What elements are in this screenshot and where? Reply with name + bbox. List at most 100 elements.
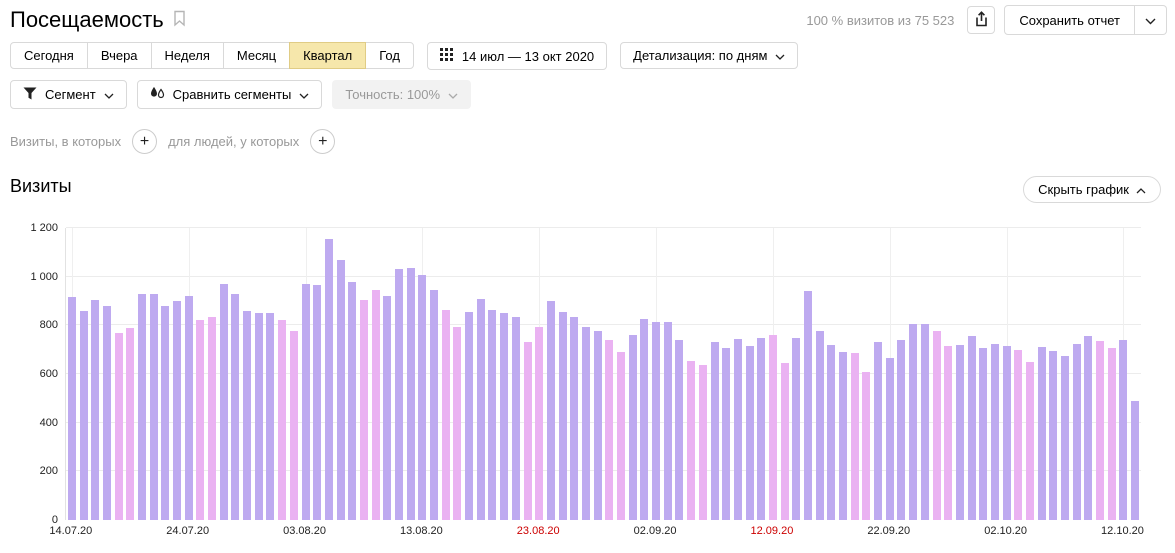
segment-dropdown[interactable]: Сегмент [10,80,127,109]
visits-bar[interactable] [1061,355,1070,520]
visits-bar[interactable] [348,281,357,520]
visits-bar[interactable] [652,321,661,520]
visits-bar[interactable] [839,352,848,520]
visits-bar[interactable] [114,332,123,520]
visits-bar[interactable] [208,316,217,520]
visits-bar[interactable] [79,310,88,520]
visits-bar[interactable] [137,293,146,520]
visits-bar[interactable] [944,346,953,520]
visits-bar[interactable] [1037,347,1046,520]
detail-dropdown[interactable]: Детализация: по дням [620,42,799,69]
visits-bar[interactable] [336,259,345,520]
visits-bar[interactable] [920,324,929,520]
visits-bar[interactable] [663,321,672,520]
visits-bar[interactable] [745,346,754,520]
visits-bar[interactable] [102,305,111,520]
bookmark-icon[interactable] [173,6,186,34]
visits-bar[interactable] [359,299,368,520]
visits-bar[interactable] [815,331,824,520]
visits-bar[interactable] [535,326,544,520]
visits-bar[interactable] [196,320,205,520]
visits-bar[interactable] [1049,350,1058,520]
accuracy-dropdown[interactable]: Точность: 100% [332,80,472,109]
compare-segments-dropdown[interactable]: Сравнить сегменты [136,80,323,109]
visits-bar[interactable] [161,305,170,520]
visits-bar[interactable] [266,313,275,520]
period-tab-year[interactable]: Год [365,42,414,69]
visits-bar[interactable] [488,309,497,520]
visits-bar[interactable] [1002,346,1011,520]
visits-bar[interactable] [581,326,590,520]
visits-bar[interactable] [324,238,333,520]
visits-bar[interactable] [278,320,287,520]
visits-bar[interactable] [1119,339,1128,520]
visits-bar[interactable] [698,365,707,520]
visits-bar[interactable] [441,309,450,520]
visits-bar[interactable] [91,299,100,520]
visits-bar[interactable] [967,336,976,520]
visits-bar[interactable] [67,297,76,520]
visits-bar[interactable] [955,344,964,520]
visits-bar[interactable] [675,339,684,520]
visits-bar[interactable] [126,327,135,520]
save-report-button[interactable]: Сохранить отчет [1004,5,1135,35]
visits-bar[interactable] [768,335,777,520]
period-tab-week[interactable]: Неделя [150,42,224,69]
visits-bar[interactable] [733,338,742,520]
add-visit-condition-button[interactable]: + [132,129,158,154]
visits-bar[interactable] [523,342,532,520]
visits-bar[interactable] [1025,361,1034,520]
period-tab-today[interactable]: Сегодня [10,42,88,69]
visits-bar[interactable] [219,283,228,520]
visits-bar[interactable] [885,358,894,520]
visits-bar[interactable] [173,301,181,520]
visits-bar[interactable] [722,348,731,520]
visits-bar[interactable] [1072,343,1081,520]
period-tab-yesterday[interactable]: Вчера [86,42,152,69]
save-report-dropdown-button[interactable] [1135,5,1167,35]
visits-bar[interactable] [231,293,240,520]
date-range-button[interactable]: 14 июл — 13 окт 2020 [426,42,608,70]
visits-bar[interactable] [289,331,298,520]
visits-bar[interactable] [990,343,999,520]
visits-bar[interactable] [780,363,789,520]
period-tab-month[interactable]: Месяц [222,42,291,69]
visits-bar[interactable] [932,331,941,520]
visits-bar[interactable] [710,342,719,520]
visits-bar[interactable] [570,316,579,520]
visits-bar[interactable] [254,313,263,520]
visits-bar[interactable] [628,335,637,520]
visits-bar[interactable] [418,275,427,520]
visits-bar[interactable] [1096,341,1105,520]
visits-bar[interactable] [511,316,520,520]
visits-bar[interactable] [1107,348,1116,520]
visits-bar[interactable] [395,269,404,520]
visits-bar[interactable] [827,344,836,520]
visits-bar[interactable] [301,283,310,520]
visits-bar[interactable] [1131,400,1140,520]
visits-bar[interactable] [313,285,322,520]
visits-bar[interactable] [430,290,439,520]
visits-bar[interactable] [184,296,193,520]
visits-bar[interactable] [687,360,696,520]
period-tab-quarter[interactable]: Квартал [289,42,367,69]
visits-bar[interactable] [874,342,883,520]
add-people-condition-button[interactable]: + [310,129,336,154]
visits-bar[interactable] [792,337,801,520]
visits-bar[interactable] [1014,349,1023,520]
visits-bar[interactable] [465,311,474,520]
visits-bar[interactable] [453,326,462,520]
visits-bar[interactable] [605,339,614,520]
visits-bar[interactable] [850,353,859,520]
visits-bar[interactable] [617,352,626,520]
visits-bar[interactable] [593,331,602,520]
visits-bar[interactable] [640,319,649,520]
hide-chart-button[interactable]: Скрыть график [1023,176,1161,203]
visits-bar[interactable] [546,301,555,520]
visits-bar[interactable] [897,339,906,520]
visits-bar[interactable] [757,337,766,520]
visits-bar[interactable] [862,371,871,520]
visits-bar[interactable] [476,298,485,520]
visits-bar[interactable] [149,293,158,520]
export-button[interactable] [967,6,996,34]
